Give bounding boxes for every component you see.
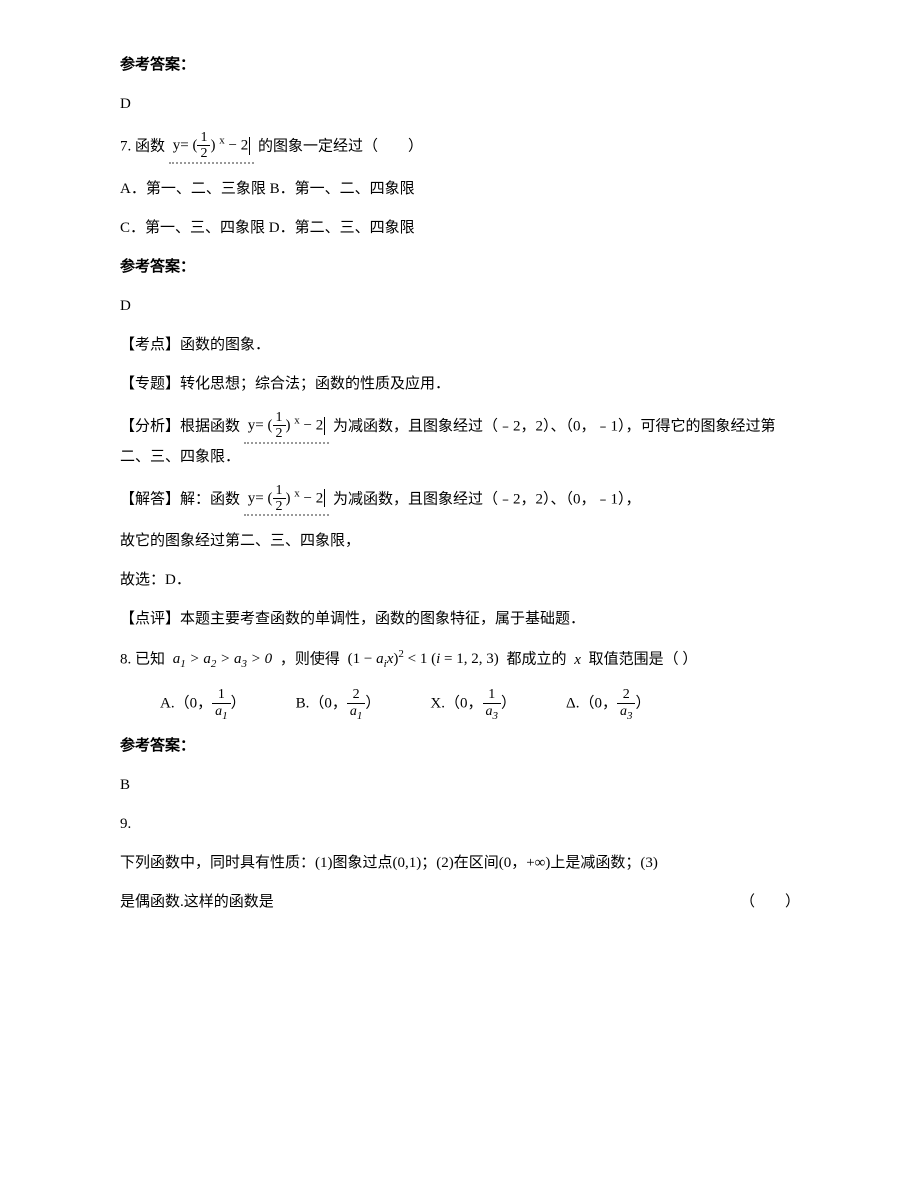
opt-label: X. <box>430 696 445 712</box>
frac-num: 2 <box>347 687 366 703</box>
zhuanti-label: 【专题】 <box>120 376 180 392</box>
q8-opt-a: A.（0，1a1） <box>160 687 246 721</box>
q9-right: （ ） <box>740 889 800 916</box>
q8-tail: 取值范围是（ ） <box>589 652 698 668</box>
frac-den: a3 <box>617 704 636 722</box>
fenxi-pre: 根据函数 <box>180 418 240 434</box>
frac-den: 2 <box>273 426 286 441</box>
q7-stem: 7. 函数 y= (12) x − 2 的图象一定经过（ ） <box>120 130 800 164</box>
q8-suffix: 都成立的 <box>506 652 566 668</box>
frac-den: a1 <box>212 704 231 722</box>
fenxi-label: 【分析】 <box>120 418 180 434</box>
frac-den: a3 <box>483 704 502 722</box>
q8-mid: ，则使得 <box>280 652 340 668</box>
q7-suffix: 的图象一定经过（ ） <box>258 138 423 154</box>
frac-num: 1 <box>273 410 286 426</box>
open-paren: （0， <box>309 696 347 712</box>
q7-options-cd: C．第一、三、四象限 D．第二、三、四象限 <box>120 215 800 242</box>
q7-zhuanti: 【专题】转化思想；综合法；函数的性质及应用． <box>120 371 800 398</box>
frac-num: 1 <box>197 130 210 146</box>
close-paren: ） <box>635 696 650 712</box>
jieda-pre: 解：函数 <box>180 491 240 507</box>
answer-label: 参考答案： <box>120 52 800 79</box>
kaodian-text: 函数的图象． <box>180 337 270 353</box>
frac-num: 2 <box>617 687 636 703</box>
frac-den: 2 <box>197 146 210 161</box>
q8-x: x <box>570 647 585 674</box>
q8-cond2: (1 − aix)2 < 1 (i = 1, 2, 3) <box>344 645 503 675</box>
q7-options-ab: A．第一、二、三象限 B．第一、二、四象限 <box>120 176 800 203</box>
q7-formula-3: y= (12) x − 2 <box>244 483 329 517</box>
open-paren: （0， <box>175 696 213 712</box>
frac-num: 1 <box>483 687 502 703</box>
q8-prefix: 8. 已知 <box>120 652 165 668</box>
q8-cond1: a1 > a2 > a3 > 0 <box>169 646 276 675</box>
open-paren: （0， <box>579 696 617 712</box>
q8-opt-d: Δ.（0，2a3） <box>566 687 650 721</box>
opt-label: A. <box>160 696 175 712</box>
zhuanti-text: 转化思想；综合法；函数的性质及应用． <box>180 376 450 392</box>
q7-formula-2: y= (12) x − 2 <box>244 410 329 444</box>
close-paren: ） <box>365 696 380 712</box>
dianping-text: 本题主要考查函数的单调性，函数的图象特征，属于基础题． <box>180 611 585 627</box>
q9-line2: 是偶函数.这样的函数是 （ ） <box>120 889 800 916</box>
q8-opt-b: B.（0，2a1） <box>296 687 381 721</box>
q9-line1: 下列函数中，同时具有性质：(1)图象过点(0,1)；(2)在区间(0，+∞)上是… <box>120 850 800 877</box>
jieda-post: 为减函数，且图象经过（﹣2，2）、（0，﹣1）， <box>333 491 641 507</box>
frac-den: a1 <box>347 704 366 722</box>
q9-left: 是偶函数.这样的函数是 <box>120 889 274 916</box>
answer-label-2: 参考答案： <box>120 254 800 281</box>
opt-label: Δ. <box>566 696 579 712</box>
q7-jieda-line3: 故选：D． <box>120 567 800 594</box>
q8-options: A.（0，1a1） B.（0，2a1） X.（0，1a3） Δ.（0，2a3） <box>160 687 800 721</box>
dianping-label: 【点评】 <box>120 611 180 627</box>
q7-fenxi: 【分析】根据函数 y= (12) x − 2 为减函数，且图象经过（﹣2，2）、… <box>120 410 800 471</box>
close-paren: ） <box>231 696 246 712</box>
q9-num: 9. <box>120 811 800 838</box>
answer-label-3: 参考答案： <box>120 733 800 760</box>
open-paren: （0， <box>445 696 483 712</box>
q7-jieda-line2: 故它的图象经过第二、三、四象限， <box>120 528 800 555</box>
opt-label: B. <box>296 696 310 712</box>
q7-prefix: 7. 函数 <box>120 138 165 154</box>
frac-num: 1 <box>212 687 231 703</box>
q7-formula: y= (12) x − 2 <box>169 130 254 164</box>
cursor-icon <box>324 489 325 507</box>
frac-num: 1 <box>273 483 286 499</box>
q7-dianping: 【点评】本题主要考查函数的单调性，函数的图象特征，属于基础题． <box>120 606 800 633</box>
cursor-icon <box>249 137 250 155</box>
kaodian-label: 【考点】 <box>120 337 180 353</box>
q7-jieda: 【解答】解：函数 y= (12) x − 2 为减函数，且图象经过（﹣2，2）、… <box>120 483 800 517</box>
close-paren: ） <box>501 696 516 712</box>
q8-answer: B <box>120 772 800 799</box>
q8-stem: 8. 已知 a1 > a2 > a3 > 0 ，则使得 (1 − aix)2 <… <box>120 645 800 675</box>
cursor-icon <box>324 417 325 435</box>
jieda-label: 【解答】 <box>120 491 180 507</box>
q7-kaodian: 【考点】函数的图象． <box>120 332 800 359</box>
q7-answer: D <box>120 293 800 320</box>
frac-den: 2 <box>273 499 286 514</box>
q8-opt-x: X.（0，1a3） <box>430 687 516 721</box>
q6-answer: D <box>120 91 800 118</box>
